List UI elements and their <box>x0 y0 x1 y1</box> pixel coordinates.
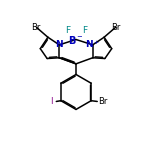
Text: B$^-$: B$^-$ <box>68 34 84 45</box>
Text: F: F <box>65 26 70 35</box>
Text: F: F <box>82 26 87 35</box>
Text: Br: Br <box>112 23 121 32</box>
Text: N$^+$: N$^+$ <box>85 38 100 50</box>
Text: Br: Br <box>99 97 108 106</box>
Text: I: I <box>50 97 52 106</box>
Text: Br: Br <box>31 23 40 32</box>
Text: N: N <box>55 40 63 49</box>
